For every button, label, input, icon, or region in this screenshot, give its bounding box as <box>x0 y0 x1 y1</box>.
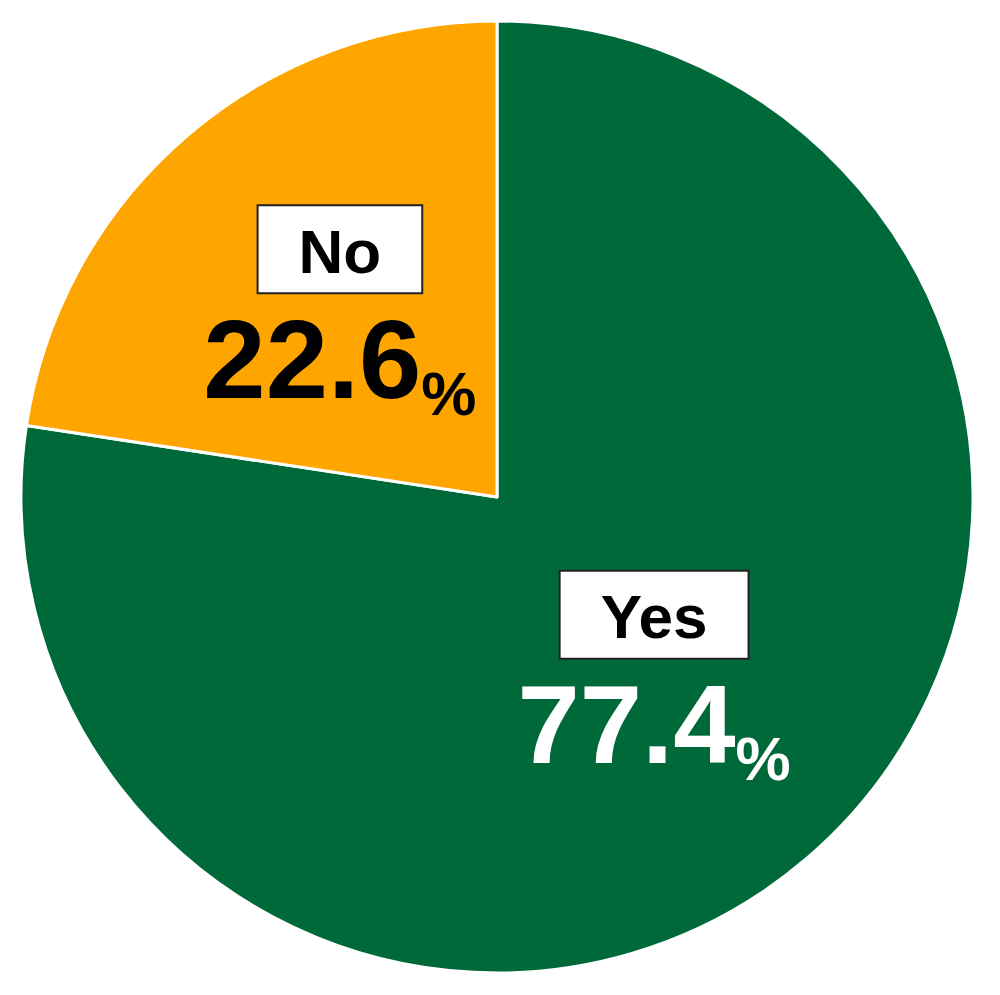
svg-text:77.4: 77.4 <box>518 662 736 787</box>
svg-text:%: % <box>736 724 791 793</box>
svg-text:No: No <box>299 217 382 286</box>
svg-text:Yes: Yes <box>601 582 708 651</box>
svg-text:%: % <box>421 359 476 428</box>
svg-text:22.6: 22.6 <box>203 297 421 422</box>
